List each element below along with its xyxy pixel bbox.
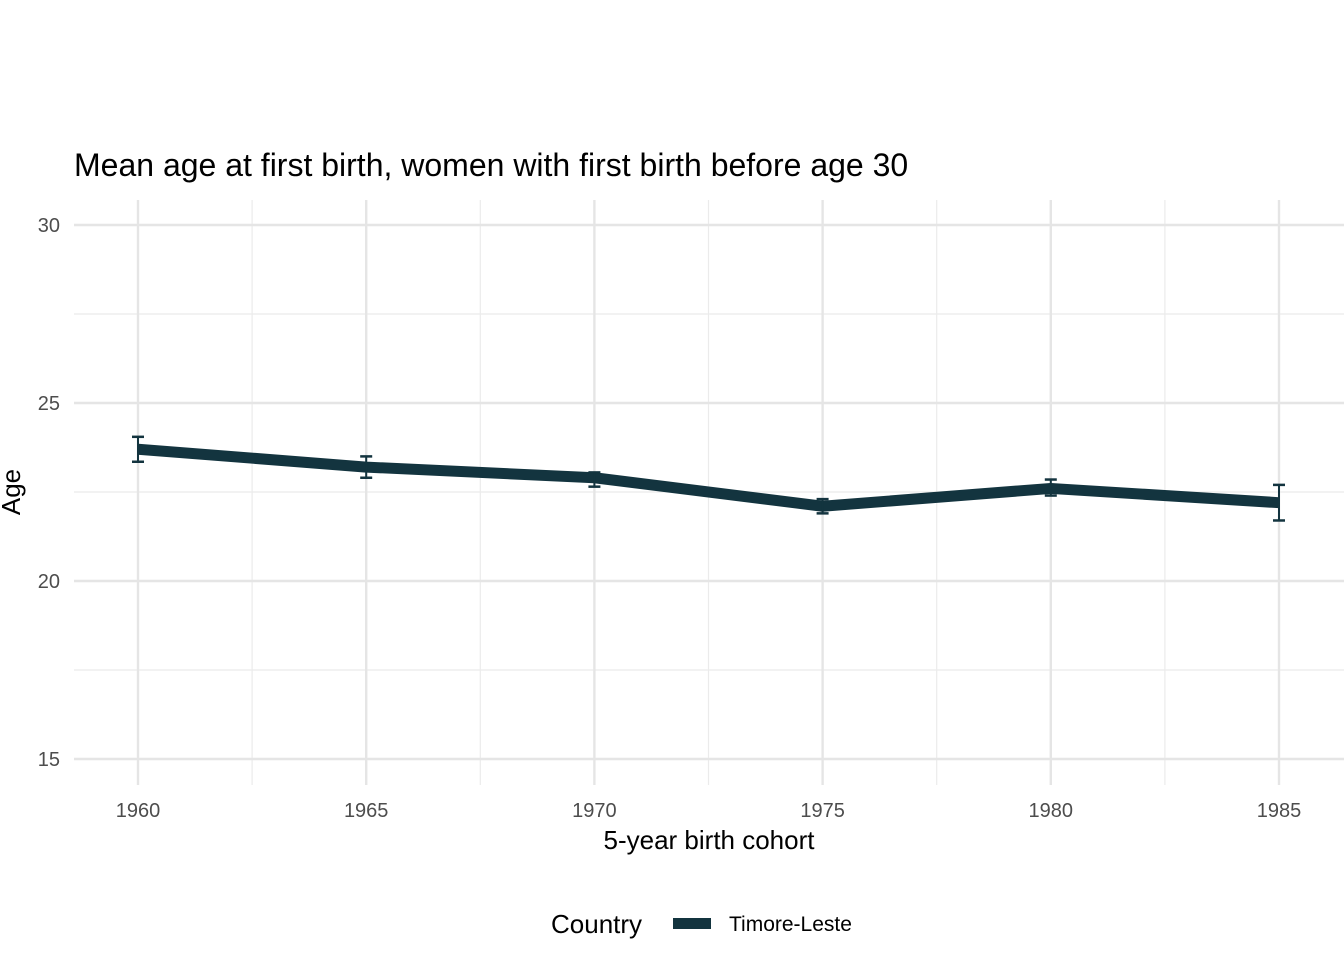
x-tick-label: 1970	[572, 800, 617, 822]
y-tick-label: 25	[38, 393, 60, 415]
y-axis-ticks: 15 20 25 30	[38, 215, 60, 771]
legend: Country Timore-Leste	[551, 909, 852, 939]
legend-title: Country	[551, 909, 642, 939]
error-bar	[816, 497, 829, 515]
y-axis-label: Age	[0, 469, 26, 515]
x-tick-label: 1960	[116, 800, 161, 822]
chart-title: Mean age at first birth, women with firs…	[74, 147, 908, 183]
x-axis-ticks: 1960 1965 1970 1975 1980 1985	[116, 800, 1302, 822]
legend-label: Timore-Leste	[729, 913, 852, 936]
error-bar	[588, 471, 601, 488]
x-tick-label: 1965	[344, 800, 389, 822]
y-tick-label: 20	[38, 571, 60, 593]
x-tick-label: 1975	[800, 800, 845, 822]
y-tick-label: 30	[38, 215, 60, 237]
error-bar	[1273, 483, 1285, 522]
x-tick-label: 1980	[1029, 800, 1074, 822]
error-bar	[360, 455, 373, 480]
legend-key	[673, 918, 711, 929]
x-axis-label: 5-year birth cohort	[604, 825, 816, 855]
error-bar	[1044, 478, 1057, 497]
x-tick-label: 1985	[1257, 800, 1302, 822]
series-group	[132, 435, 1285, 522]
series-line	[137, 443, 1280, 512]
error-bar	[132, 435, 144, 463]
y-tick-label: 15	[38, 749, 60, 771]
